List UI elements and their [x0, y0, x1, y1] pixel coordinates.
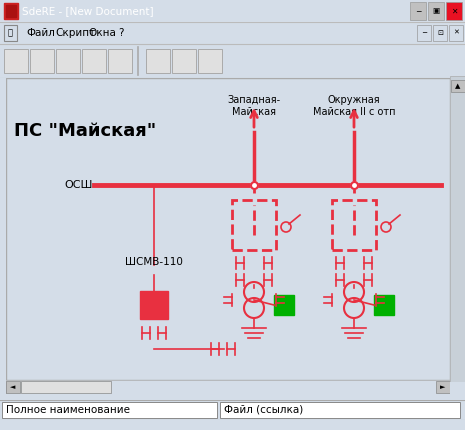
Text: ─: ─ [422, 30, 426, 36]
Bar [21, 381, 111, 393]
Text: ПС "Майская": ПС "Майская" [14, 122, 156, 140]
Bar [449, 25, 463, 41]
Bar [4, 3, 18, 19]
Text: ✕: ✕ [453, 30, 459, 36]
Bar [140, 291, 168, 319]
Text: ◄: ◄ [10, 384, 16, 390]
Text: ▣: ▣ [432, 6, 439, 15]
Bar [4, 25, 17, 41]
Bar [428, 2, 444, 20]
Text: ▲: ▲ [455, 83, 461, 89]
Text: ⊡: ⊡ [437, 30, 443, 36]
Text: 🗋: 🗋 [7, 28, 13, 37]
Bar [6, 5, 16, 17]
Text: ОСШ: ОСШ [64, 180, 93, 190]
Text: Окружная
Майская II с отп: Окружная Майская II с отп [313, 95, 395, 117]
Bar [410, 2, 426, 20]
Text: Файл: Файл [26, 28, 55, 38]
Bar [146, 49, 170, 73]
Bar [56, 49, 80, 73]
Bar [450, 76, 465, 382]
Text: Файл (ссылка): Файл (ссылка) [224, 405, 303, 415]
Text: Полное наименование: Полное наименование [6, 405, 130, 415]
Bar [82, 49, 106, 73]
Text: ?: ? [118, 28, 124, 38]
Text: SdeRE - [New Document]: SdeRE - [New Document] [22, 6, 153, 16]
Bar [220, 402, 460, 418]
Bar [417, 25, 431, 41]
Bar [446, 2, 462, 20]
Bar [232, 200, 276, 250]
Text: Окна: Окна [88, 28, 116, 38]
Text: ►: ► [440, 384, 445, 390]
Bar [451, 80, 465, 92]
Bar [30, 49, 54, 73]
Bar [374, 295, 394, 315]
Bar [108, 49, 132, 73]
Bar [4, 49, 28, 73]
Text: Западная-
Майская: Западная- Майская [227, 95, 280, 117]
Bar [436, 381, 450, 393]
Bar [332, 200, 376, 250]
Text: Скрипт: Скрипт [55, 28, 95, 38]
Bar [274, 295, 294, 315]
Bar [198, 49, 222, 73]
Bar [433, 25, 447, 41]
Text: ШСМВ-110: ШСМВ-110 [125, 257, 183, 267]
Text: ─: ─ [416, 6, 420, 15]
Bar [2, 402, 217, 418]
Bar [172, 49, 196, 73]
Bar [6, 381, 20, 393]
Text: ✕: ✕ [451, 6, 457, 15]
